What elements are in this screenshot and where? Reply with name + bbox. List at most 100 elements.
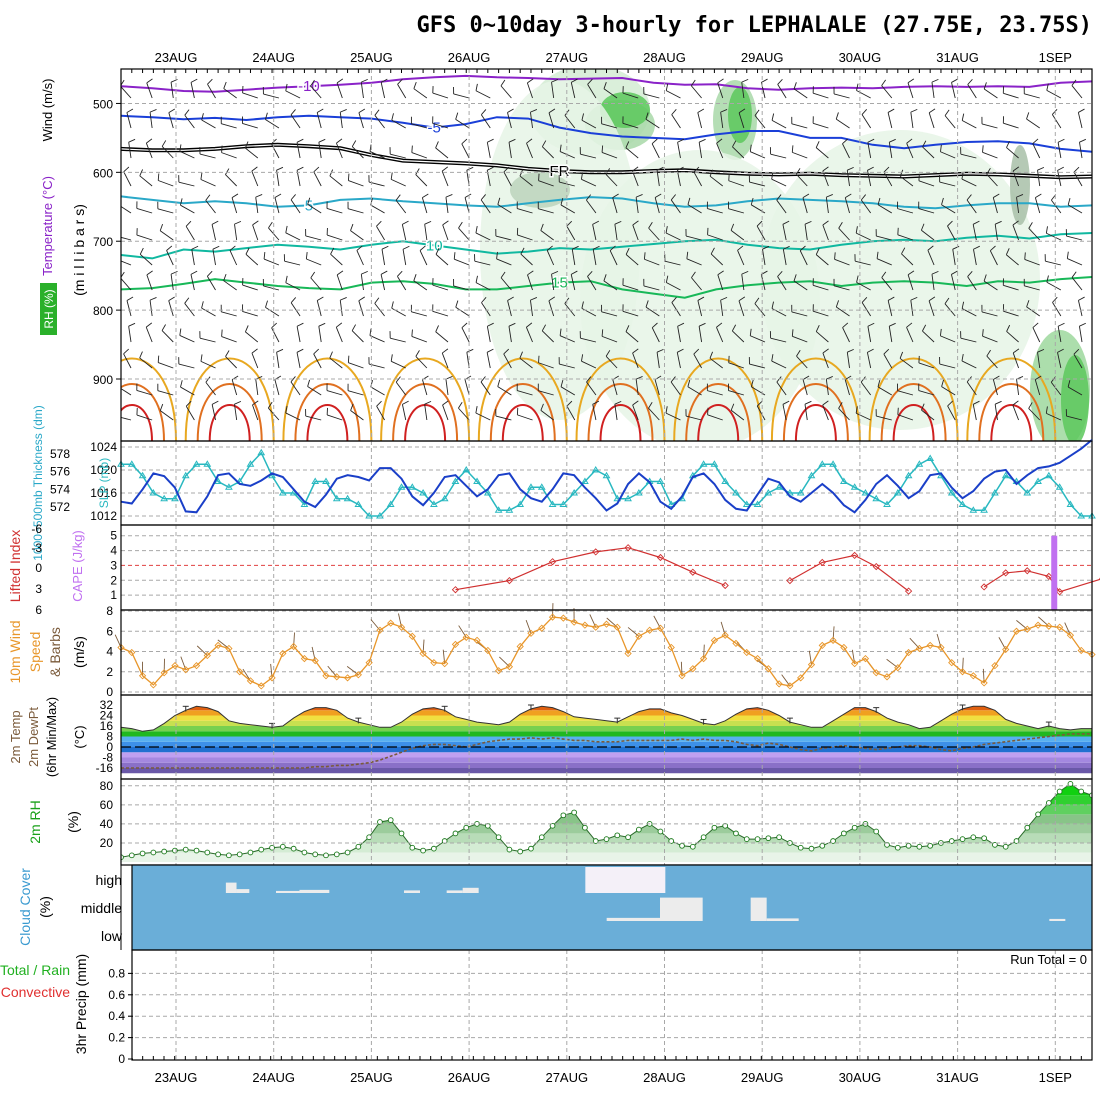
wind-barb bbox=[178, 363, 195, 369]
wind-barb-flag bbox=[635, 193, 643, 198]
wind-barb bbox=[263, 93, 280, 99]
temp-bands bbox=[121, 706, 1092, 774]
wind-barb-flag bbox=[1079, 322, 1086, 327]
wind-barb bbox=[411, 152, 428, 159]
wind-barb bbox=[833, 93, 850, 99]
li-tick: -6 bbox=[31, 522, 42, 536]
wind-barb bbox=[464, 197, 470, 214]
rh-point bbox=[204, 849, 211, 856]
wind-barb-flag bbox=[771, 113, 775, 121]
wind-barb-flag bbox=[402, 400, 409, 405]
wind-barb-flag bbox=[190, 78, 198, 83]
wind-barb bbox=[728, 362, 745, 369]
wind-barb bbox=[677, 326, 681, 343]
wind-barb bbox=[179, 150, 195, 159]
wind-barb-flag bbox=[1052, 108, 1058, 115]
wind-barb bbox=[380, 274, 386, 291]
wind-speed-point bbox=[969, 672, 977, 680]
wind-barb-flag bbox=[145, 322, 153, 328]
wind-barb-flag bbox=[340, 108, 347, 113]
wind-barb bbox=[643, 93, 660, 99]
wind-barb-flag bbox=[815, 325, 820, 332]
date-bottom-9: 1SEP bbox=[1039, 1070, 1072, 1085]
wind-speed-point bbox=[225, 644, 233, 653]
wind-barb-flag bbox=[730, 403, 735, 411]
slp-point bbox=[311, 477, 320, 484]
wind-barb bbox=[461, 327, 470, 343]
wind-barb bbox=[717, 82, 724, 99]
wind-barb bbox=[252, 224, 259, 241]
wind-barb bbox=[961, 178, 977, 187]
rh-point bbox=[387, 817, 394, 823]
wind-barb-flag bbox=[519, 351, 523, 359]
wind-barb bbox=[671, 114, 681, 129]
wind-barb-flag bbox=[402, 220, 409, 225]
wind-barb-flag bbox=[601, 329, 604, 337]
wind-speed-point bbox=[408, 632, 416, 640]
wind-barb bbox=[455, 306, 470, 317]
wind-barb bbox=[166, 250, 174, 266]
wind-barb bbox=[415, 356, 428, 369]
wind-speed-point bbox=[840, 643, 848, 652]
slp-point bbox=[559, 500, 568, 507]
wind-barb bbox=[519, 357, 533, 369]
rh-point bbox=[236, 851, 243, 858]
wind-barb bbox=[395, 199, 407, 214]
wind-barb bbox=[691, 277, 702, 291]
wind-barb bbox=[206, 276, 216, 291]
rh-point bbox=[614, 832, 621, 839]
wind-speed-point bbox=[699, 654, 708, 663]
wind-barb-flag bbox=[687, 379, 691, 387]
wind-barb bbox=[732, 146, 745, 159]
wind-barb bbox=[335, 327, 343, 343]
wind-barb bbox=[1003, 284, 1019, 291]
wind-barb-flag bbox=[572, 245, 579, 250]
wind-barb-flag bbox=[795, 168, 801, 175]
wind-barb-flag bbox=[159, 403, 164, 411]
lifted-index-point bbox=[592, 548, 600, 556]
slp-point bbox=[872, 494, 881, 502]
wind-barb bbox=[855, 412, 871, 421]
wind-barb-flag bbox=[466, 166, 474, 171]
wind-barb bbox=[906, 327, 914, 343]
wind-barb-flag bbox=[709, 169, 714, 177]
rh-point bbox=[301, 849, 308, 856]
wind-barb bbox=[290, 302, 301, 317]
wind-barb bbox=[815, 147, 829, 159]
wind-barb-flag bbox=[422, 193, 429, 199]
wind-speed-point bbox=[160, 669, 168, 677]
wind-barb bbox=[480, 114, 491, 129]
wind-barb bbox=[441, 170, 449, 187]
wind-barb-flag bbox=[983, 82, 987, 90]
wind-barb-flag bbox=[835, 300, 840, 308]
wind-barb bbox=[762, 249, 766, 266]
wind-barb bbox=[139, 253, 153, 266]
wind-barb bbox=[380, 82, 386, 99]
wind-barb-flag bbox=[716, 138, 723, 144]
wind-barb bbox=[190, 82, 195, 99]
rh-point bbox=[1013, 838, 1020, 844]
wind-barb-flag bbox=[271, 322, 278, 329]
wind-barb-flag bbox=[435, 247, 440, 255]
wind-barb-flag bbox=[551, 270, 559, 275]
wind-barb bbox=[559, 151, 575, 159]
wind-barb bbox=[1051, 199, 1062, 214]
wind-barb bbox=[947, 225, 956, 241]
wind-speed-point bbox=[592, 623, 600, 631]
wind-barb bbox=[560, 204, 576, 214]
slp-point bbox=[246, 460, 255, 467]
wind-barb-flag bbox=[139, 169, 144, 177]
warm-arc bbox=[208, 404, 251, 441]
wind-barb-flag bbox=[1012, 400, 1019, 406]
wind-barb bbox=[245, 253, 259, 266]
wind-barb bbox=[856, 232, 871, 241]
rh-point bbox=[366, 834, 372, 841]
warm-arc bbox=[380, 357, 471, 441]
wind-barb-flag bbox=[500, 271, 506, 279]
wind-barb-flag bbox=[201, 301, 204, 309]
wind-barb-flag bbox=[369, 328, 372, 336]
rh-point bbox=[398, 830, 405, 837]
wind-barb bbox=[986, 355, 998, 369]
wind-barb bbox=[136, 390, 153, 396]
wind-barb bbox=[285, 412, 301, 421]
